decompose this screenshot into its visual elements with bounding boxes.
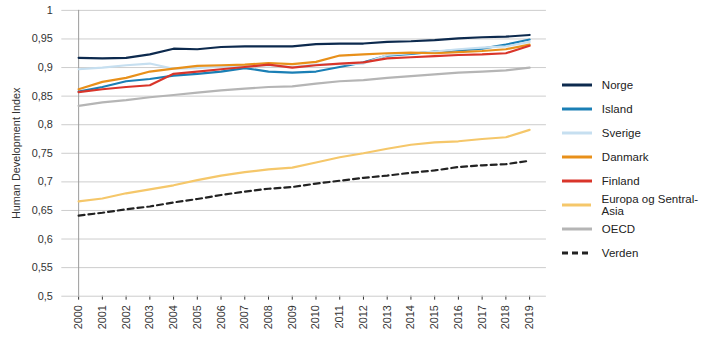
svg-text:0,8: 0,8 (38, 118, 53, 130)
svg-text:2013: 2013 (381, 305, 393, 329)
svg-text:2011: 2011 (333, 305, 345, 328)
html-text:Danmark: Danmark (601, 150, 649, 163)
svg-text:2002: 2002 (120, 305, 132, 329)
html-text:OECD: OECD (601, 222, 636, 235)
html-text:Europa og Sentral-Asia: Europa og Sentral-Asia (601, 192, 698, 217)
svg-text:2017: 2017 (476, 305, 488, 329)
svg-text:2004: 2004 (167, 305, 179, 329)
svg-text:2003: 2003 (143, 305, 155, 329)
html-text:Island: Island (601, 102, 633, 115)
svg-text:2000: 2000 (72, 305, 84, 329)
svg-text:1: 1 (47, 4, 53, 16)
svg-text:2001: 2001 (96, 305, 108, 329)
svg-text:2006: 2006 (215, 305, 227, 329)
svg-text:0,6: 0,6 (38, 233, 53, 245)
svg-text:2007: 2007 (238, 305, 250, 329)
svg-text:2008: 2008 (262, 305, 274, 329)
svg-text:Human Development Index: Human Development Index (10, 87, 22, 219)
svg-text:0,75: 0,75 (32, 147, 53, 159)
html-text:Norge: Norge (601, 78, 634, 91)
svg-text:2019: 2019 (523, 305, 535, 329)
svg-text:0,85: 0,85 (32, 90, 53, 102)
svg-text:2018: 2018 (499, 305, 511, 329)
svg-text:2015: 2015 (428, 305, 440, 329)
svg-text:2012: 2012 (357, 305, 369, 329)
svg-text:2005: 2005 (191, 305, 203, 329)
svg-text:0,5: 0,5 (38, 290, 53, 302)
html-text:Finland: Finland (601, 174, 640, 187)
svg-text:0,65: 0,65 (32, 204, 53, 216)
html-text:Sverige: Sverige (601, 126, 641, 139)
html-text:Verden: Verden (601, 246, 639, 259)
svg-text:0,95: 0,95 (32, 32, 53, 44)
svg-text:2009: 2009 (286, 305, 298, 329)
svg-text:0,55: 0,55 (32, 261, 53, 273)
svg-text:2016: 2016 (452, 305, 464, 329)
svg-text:0,7: 0,7 (38, 175, 53, 187)
svg-text:0,9: 0,9 (38, 61, 53, 73)
svg-text:2010: 2010 (309, 305, 321, 329)
svg-text:2014: 2014 (404, 305, 416, 329)
